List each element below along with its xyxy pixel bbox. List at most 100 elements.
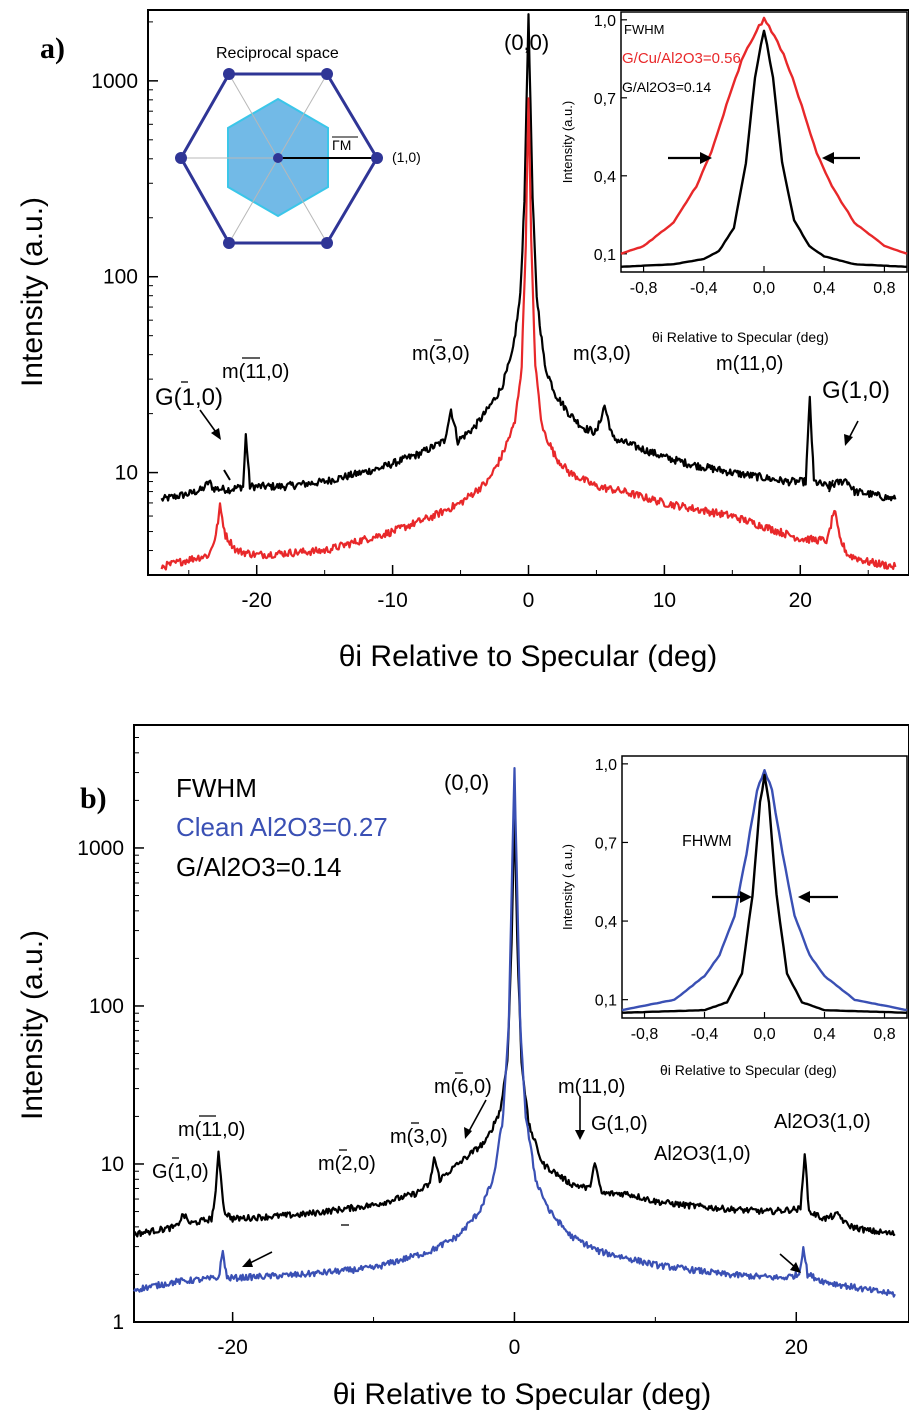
inset-b-series: [621, 769, 908, 1014]
inset-b-xlabel: θi Relative to Specular (deg): [660, 1062, 837, 1078]
panel-b-frame: [133, 724, 909, 1323]
arrow-b-m2bar: [467, 1099, 487, 1134]
inset-a-frame: [620, 11, 908, 273]
panel-b-ylabel: Intensity (a.u.): [16, 930, 49, 1120]
inset-a-xlabel: θi Relative to Specular (deg): [652, 329, 829, 345]
inset-b-arrow-right-head: [798, 891, 810, 903]
panel-a-ytick-label-2: 1000: [91, 70, 138, 93]
inset-a-ylabel: Intensity (a.u.): [560, 101, 575, 183]
inset-b-label: FHWM: [682, 833, 732, 850]
panel-a-xlabel: θi Relative to Specular (deg): [339, 640, 718, 673]
inset-b-xtick-label-3: 0,4: [813, 1026, 835, 1043]
panel-a-xtick-label-3: 10: [653, 589, 676, 612]
inset-a-legend-black: G/Al2O3=0.14: [622, 79, 711, 95]
inset-b-xtick-label-2: 0,0: [753, 1026, 775, 1043]
annot-b-m11: Al2O3(1,0): [774, 1111, 871, 1133]
annot-a-m3: m(3,0): [573, 343, 631, 365]
annot-a-00: (0,0): [504, 30, 549, 55]
point-10-label: (1,0): [392, 149, 421, 165]
panel-b: b) -20 0 20 1 10 100 1000 Intensity (a.u.) θi …: [16, 724, 909, 1411]
panel-b-xtick-label-0: -20: [217, 1336, 247, 1359]
legend-b-blue: Clean Al2O3=0.27: [176, 812, 388, 842]
inset-a-ytick-label-2: 0,7: [594, 91, 616, 108]
panel-a-series: [160, 13, 897, 571]
legend-b-black: G/Al2O3=0.14: [176, 852, 342, 882]
panel-a-axes: -20 -10 0 10 20 10 100 1000: [91, 21, 869, 612]
inset-a-ytick-label-0: 0,1: [594, 247, 616, 264]
arrow-a-left-head: [211, 428, 221, 440]
panel-a-xtick-label-1: -10: [377, 589, 407, 612]
inset-b-ytick-label-1: 0,4: [595, 914, 617, 931]
inset-b-ytick-label-2: 0,7: [595, 835, 617, 852]
panel-a-ytick-label-0: 10: [115, 462, 138, 485]
inset-b-series-0: [621, 769, 908, 1012]
panel-a-xtick-label-2: 0: [523, 589, 535, 612]
inset-b-ytick-label-0: 0,1: [595, 993, 617, 1010]
annot-b-00: (0,0): [444, 770, 489, 795]
panel-a-xtick-label-0: -20: [242, 589, 272, 612]
panel-b-xtick-label-2: 20: [785, 1336, 808, 1359]
panel-a-xtick-label-4: 20: [789, 589, 812, 612]
inset-a-series-1: [620, 29, 908, 268]
inset-b-ytick-label-3: 1,0: [595, 757, 617, 774]
inset-a-ytick-label-3: 1,0: [594, 13, 616, 30]
inset-a-legend-red: G/Cu/Al2O3=0.56: [622, 50, 741, 67]
lattice-points: [175, 68, 383, 249]
panel-b-ytick-label-3: 1000: [77, 837, 124, 860]
panel-a-series-0: [160, 13, 897, 502]
inset-a-xtick-label-1: -0,4: [690, 280, 718, 297]
annot-b-m3: G(1,0): [591, 1113, 648, 1135]
annot-b-m3bar: m(3,0): [390, 1126, 448, 1148]
inset-b-xtick-label-0: -0,8: [631, 1026, 659, 1043]
panel-b-label: b): [80, 782, 107, 815]
inset-a-xtick-label-4: 0,8: [873, 280, 895, 297]
panel-a: a) -20 -10 0 10 20 10 100 1000 Intensity (a.u.)…: [16, 9, 909, 673]
panel-a-label: a): [40, 32, 65, 65]
arrow-b-m2-head: [575, 1130, 585, 1140]
annot-a-m11: m(11,0): [716, 353, 783, 375]
inset-a-series-0: [620, 16, 908, 256]
annot-b-m11bar: m(11,0): [178, 1119, 245, 1141]
inset-b-xtick-label-4: 0,8: [873, 1026, 895, 1043]
inset-b-ylabel: Intensity ( a.u.): [560, 844, 575, 930]
legend-b-title: FWHM: [176, 773, 257, 803]
annot-b-g1bar: G(1,0): [152, 1161, 209, 1183]
arrow-b-al2o3bar-head: [242, 1258, 253, 1267]
panel-b-ytick-label-2: 100: [89, 995, 124, 1018]
dash-a-left: [223, 469, 231, 481]
inset-a-axes: -0,8 -0,4 0,0 0,4 0,8 0,1 0,4 0,7 1,0: [594, 13, 896, 297]
annot-a-m3bar: m(3,0): [412, 343, 470, 365]
inset-b-frame: [621, 755, 908, 1019]
inset-a-arrow-left-head: [700, 152, 712, 164]
arrow-b-al2o3bar: [247, 1251, 273, 1265]
panel-b-xtick-label-1: 0: [509, 1336, 521, 1359]
inset-a-legend-title: FWHM: [624, 22, 664, 37]
inset-b-series-1: [622, 773, 908, 1014]
dash-a-right: [828, 479, 834, 493]
arrow-a-right-head: [844, 434, 853, 446]
annot-b-m6bar: m(2,0): [318, 1153, 376, 1175]
inset-a-xtick-label-2: 0,0: [753, 280, 775, 297]
inset-a-xtick-label-3: 0,4: [813, 280, 835, 297]
inset-b-xtick-label-1: -0,4: [691, 1026, 719, 1043]
panel-b-series: [132, 767, 896, 1298]
panel-a-ytick-label-1: 100: [103, 266, 138, 289]
inset-b-axes: -0,8 -0,4 0,0 0,4 0,8 0,1 0,4 0,7 1,0: [595, 757, 896, 1043]
reciprocal-space-diagram: Reciprocal space ΓM (1,0): [175, 45, 421, 249]
annot-a-m11bar: m(11,0): [222, 361, 289, 383]
annot-b-m6: Al2O3(1,0): [654, 1143, 751, 1165]
inset-a-arrow-right-head: [822, 152, 834, 164]
inset-a-xtick-label-0: -0,8: [630, 280, 658, 297]
panel-b-ytick-label-0: 1: [112, 1311, 124, 1334]
annot-a-g1: G(1,0): [822, 377, 890, 404]
panel-b-series-1: [133, 767, 896, 1298]
panel-a-ylabel: Intensity (a.u.): [16, 197, 49, 387]
panel-b-xlabel: θi Relative to Specular (deg): [333, 1378, 712, 1411]
panel-a-series-1: [160, 97, 897, 571]
annot-a-g1bar: G(1,0): [155, 384, 223, 411]
panel-b-ytick-label-1: 10: [101, 1153, 124, 1176]
arrow-b-al2o3-head: [790, 1262, 801, 1273]
annot-b-m2bar: m(6,0): [434, 1076, 492, 1098]
reciprocal-space-title: Reciprocal space: [216, 45, 339, 62]
panel-a-inset: -0,8 -0,4 0,0 0,4 0,8 0,1 0,4 0,7 1,0 FWHM G/Cu/…: [560, 11, 908, 345]
